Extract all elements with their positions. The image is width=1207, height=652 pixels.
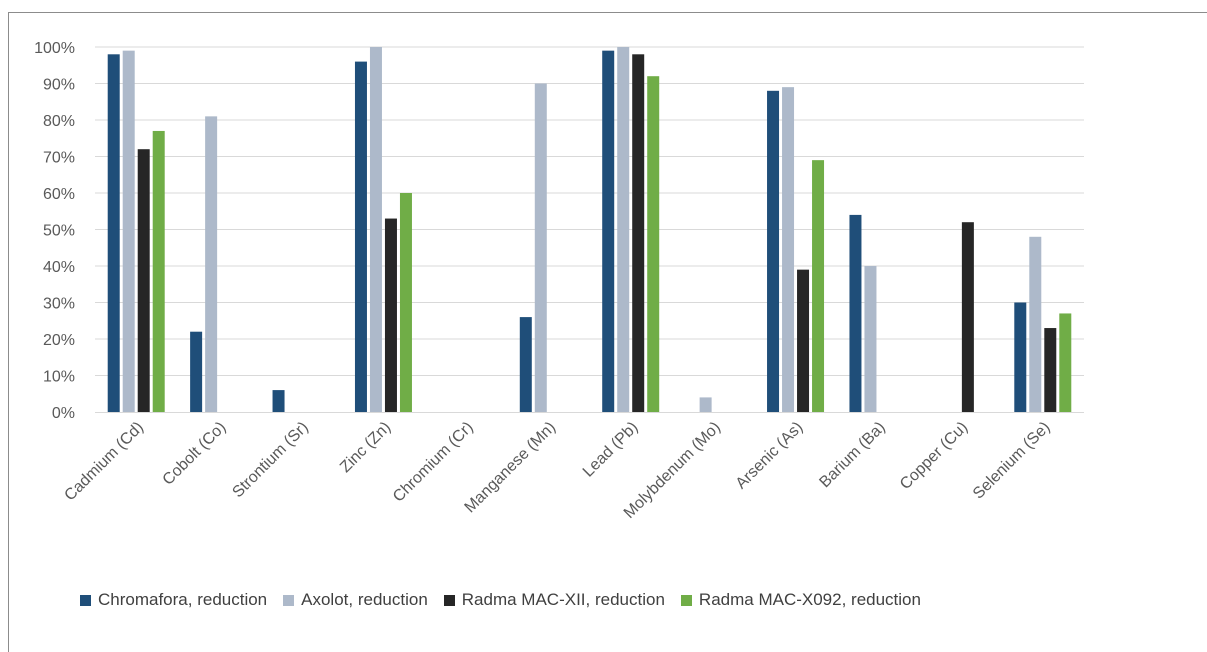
x-category-label: Zinc (Zn) bbox=[337, 419, 394, 476]
bar bbox=[767, 90, 780, 413]
x-category-label: Selenium (Se) bbox=[970, 419, 1054, 503]
y-tick-label: 80% bbox=[43, 113, 75, 130]
bar bbox=[699, 397, 712, 412]
legend-item: Radma MAC-X092, reduction bbox=[680, 590, 921, 610]
legend-label: Chromafora, reduction bbox=[98, 590, 268, 609]
bar bbox=[190, 331, 203, 412]
bar bbox=[354, 61, 367, 412]
y-tick-label: 50% bbox=[43, 223, 75, 240]
bar bbox=[152, 130, 165, 412]
gridlines bbox=[95, 46, 1084, 376]
legend-label: Radma MAC-XII, reduction bbox=[461, 590, 665, 609]
x-category-label: Lead (Pb) bbox=[580, 419, 642, 481]
legend-swatch bbox=[283, 594, 295, 606]
bar bbox=[399, 193, 412, 412]
y-tick-label: 90% bbox=[43, 77, 75, 94]
x-category-label: Strontium (Sr) bbox=[229, 419, 311, 501]
legend-item: Axolot, reduction bbox=[283, 590, 428, 610]
y-axis-ticks: 0% 10% 20% 30% 40% 50% 60% 70% 80% 90% 100% bbox=[34, 40, 75, 422]
bar bbox=[812, 160, 825, 412]
chart-frame bbox=[8, 12, 1207, 652]
bar bbox=[519, 317, 532, 412]
y-tick-label: 40% bbox=[43, 259, 75, 276]
y-tick-label: 30% bbox=[43, 296, 75, 313]
x-category-label: Arsenic (As) bbox=[733, 419, 807, 493]
bar bbox=[961, 222, 974, 412]
bar bbox=[534, 83, 547, 412]
bars bbox=[107, 47, 1072, 413]
bar bbox=[632, 54, 645, 413]
legend-label: Axolot, reduction bbox=[301, 590, 428, 609]
legend-swatch bbox=[680, 594, 692, 606]
legend-item: Chromafora, reduction bbox=[80, 590, 267, 610]
bar bbox=[107, 54, 120, 413]
bar bbox=[205, 116, 218, 412]
bar bbox=[137, 149, 150, 412]
bar bbox=[602, 50, 615, 413]
x-category-label: Copper (Cu) bbox=[897, 419, 971, 493]
bar bbox=[647, 76, 660, 412]
legend-swatch bbox=[443, 594, 455, 606]
bar bbox=[369, 47, 382, 412]
bar bbox=[272, 390, 285, 412]
legend: Chromafora, reduction Axolot, reduction … bbox=[80, 590, 937, 610]
y-tick-label: 10% bbox=[43, 369, 75, 386]
x-category-label: Cobolt (Co) bbox=[160, 419, 230, 489]
bar bbox=[617, 47, 630, 412]
bar-chart: 0% 10% 20% 30% 40% 50% 60% 70% 80% 90% 100% Cadmiu… bbox=[34, 40, 1084, 522]
x-category-label: Chromium (Cr) bbox=[390, 419, 477, 506]
bar bbox=[1014, 302, 1027, 412]
bar bbox=[849, 214, 862, 412]
y-tick-label: 60% bbox=[43, 186, 75, 203]
y-tick-label: 20% bbox=[43, 332, 75, 349]
y-tick-label: 0% bbox=[52, 405, 75, 422]
x-category-label: Cadmium (Cd) bbox=[61, 419, 147, 505]
bar bbox=[782, 87, 795, 413]
legend-label: Radma MAC-X092, reduction bbox=[698, 590, 921, 609]
legend-swatch bbox=[80, 594, 91, 606]
y-tick-label: 70% bbox=[43, 150, 75, 167]
bar bbox=[1044, 328, 1057, 412]
bar bbox=[864, 266, 877, 412]
y-tick-label: 100% bbox=[34, 40, 75, 57]
bar bbox=[384, 218, 397, 412]
x-category-label: Manganese (Mn) bbox=[462, 419, 560, 517]
x-axis-categories: Cadmium (Cd) Cobolt (Co) Strontium (Sr) Zin… bbox=[61, 419, 1053, 522]
legend-item: Radma MAC-XII, reduction bbox=[443, 590, 665, 610]
bar bbox=[797, 269, 810, 412]
bar bbox=[122, 50, 135, 413]
bar bbox=[1029, 236, 1042, 412]
bar bbox=[1059, 313, 1072, 412]
x-category-label: Barium (Ba) bbox=[816, 419, 888, 491]
